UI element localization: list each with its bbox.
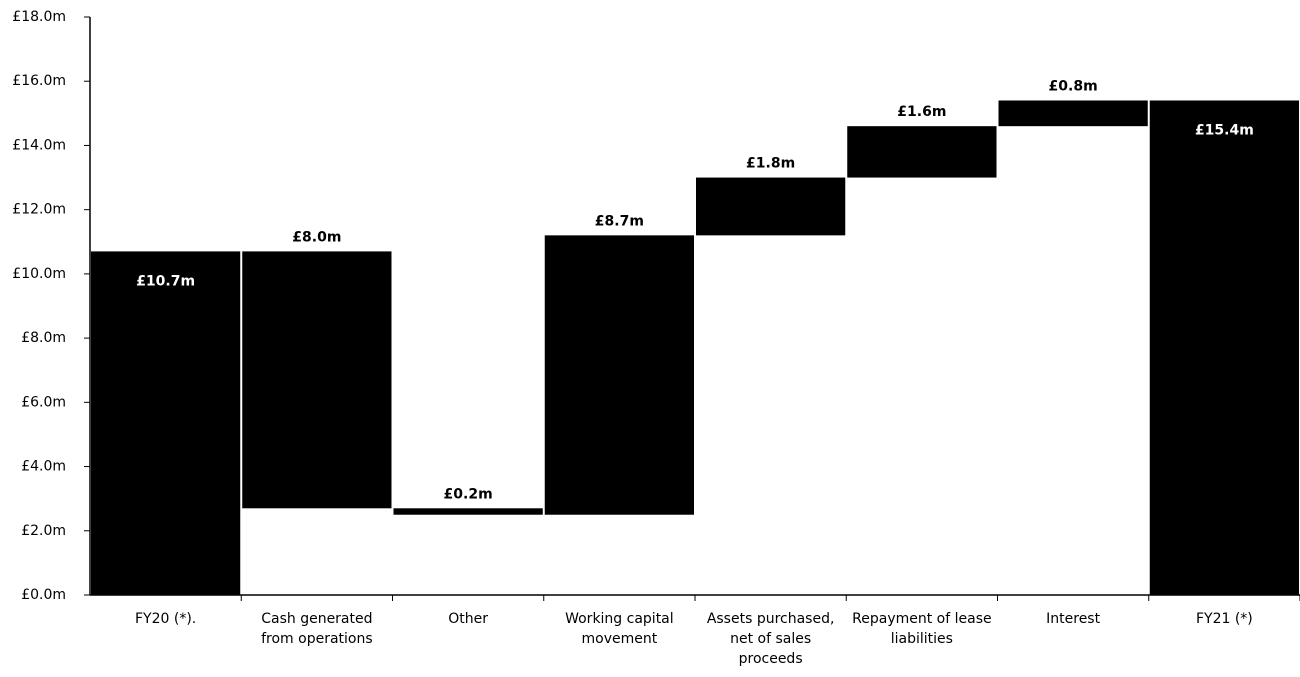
y-tick-label: £12.0m [12,202,66,218]
y-tick-label: £6.0m [21,394,66,410]
y-tick-label: £8.0m [21,330,66,346]
x-tick-label: Interest [1046,611,1101,627]
bar [393,508,543,515]
y-tick-label: £2.0m [21,523,66,539]
x-tick-label: Cash generated from operations [261,611,373,647]
y-tick-label: £16.0m [12,73,66,89]
y-tick-label: £18.0m [12,9,66,25]
x-tick-label: Repayment of lease liabilities [852,611,992,647]
bar [998,100,1148,127]
y-tick-label: £4.0m [21,459,66,475]
y-tick-label: £10.0m [12,266,66,282]
value-label: £1.8m [746,156,795,172]
bar [696,177,846,236]
x-tick-label: Other [448,611,488,627]
bar [1149,100,1299,595]
value-label: £1.6m [897,104,946,120]
bar [242,251,392,509]
value-label: £15.4m [1195,122,1254,138]
value-label: £8.7m [595,213,644,229]
bar [91,251,241,595]
x-tick-label: FY20 (*). [135,611,197,627]
bar [847,126,997,178]
x-tick-label: Assets purchased, net of sales proceeds [706,611,835,667]
value-label: £8.0m [292,229,341,245]
value-label: £0.2m [444,486,493,502]
bar [544,235,694,515]
y-tick-label: £14.0m [12,137,66,153]
x-tick-label: FY21 (*) [1195,611,1253,627]
value-label: £10.7m [136,273,195,289]
x-tick-label: Working capital movement [565,611,674,647]
value-label: £0.8m [1049,78,1098,94]
y-tick-label: £0.0m [21,587,66,603]
